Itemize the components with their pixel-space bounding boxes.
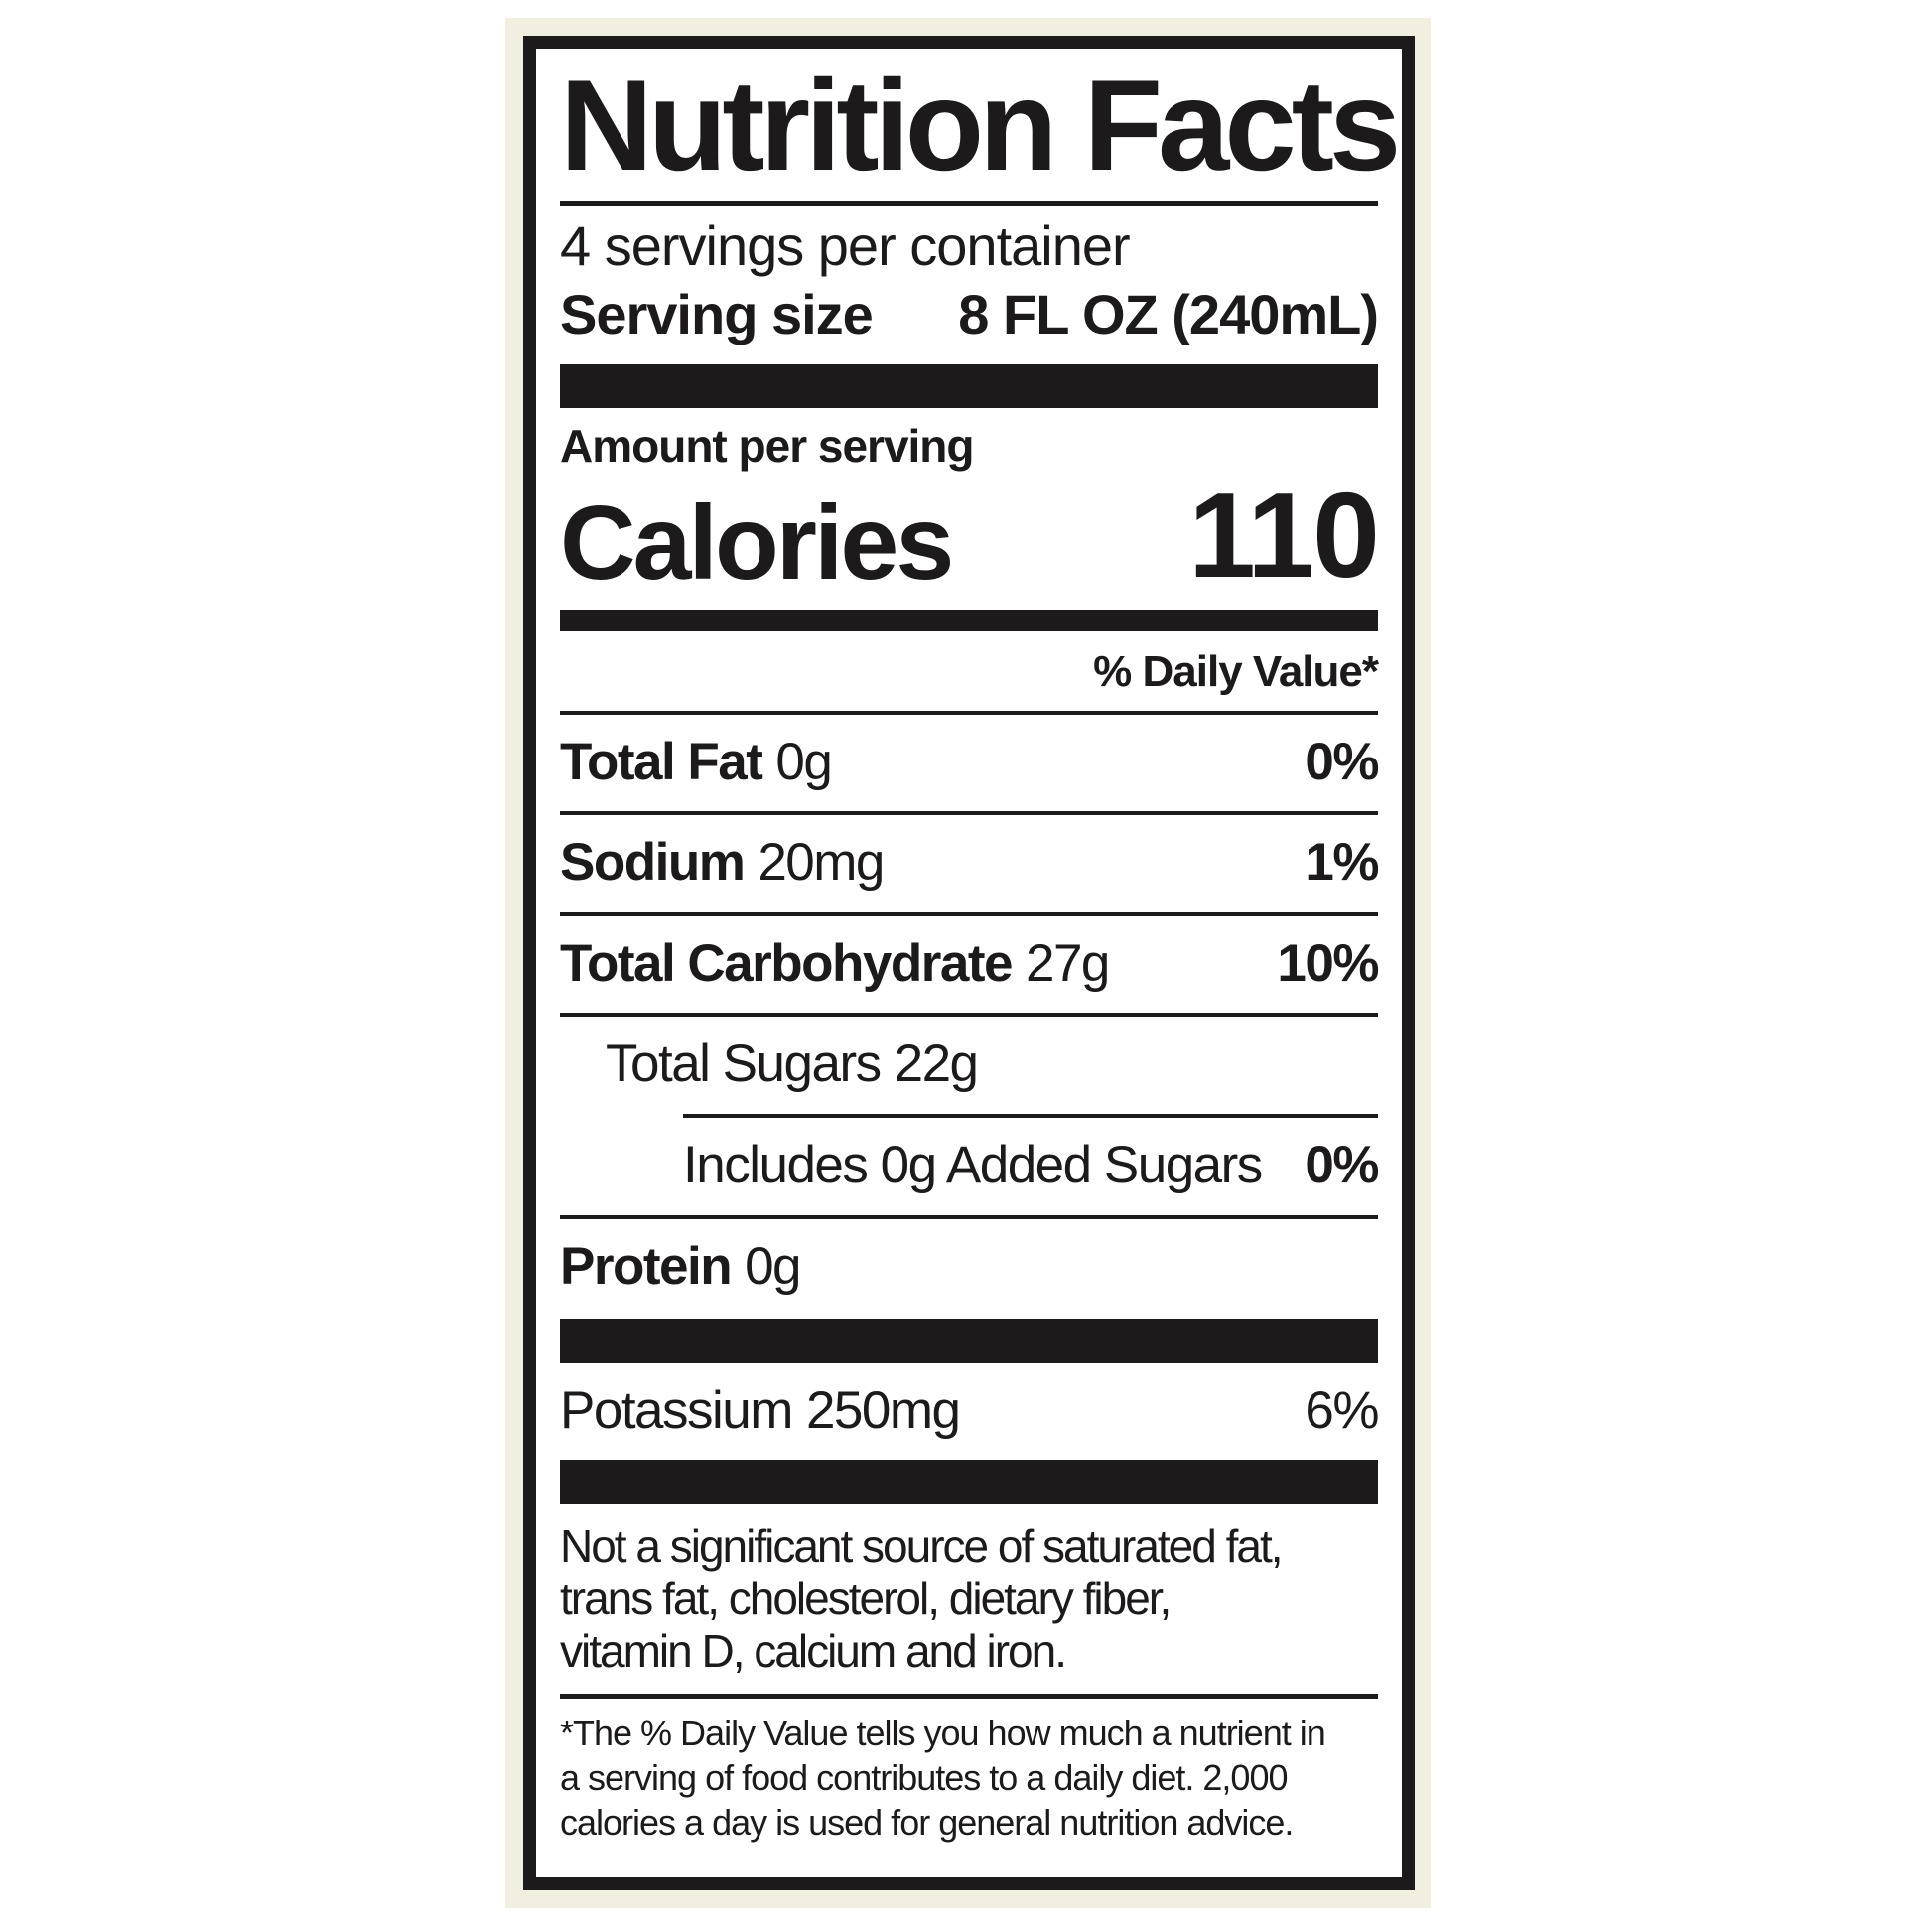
serving-size-label: Serving size bbox=[560, 282, 874, 345]
footnote-divider bbox=[560, 1693, 1378, 1699]
nutrient-row-added-sugars: Includes 0g Added Sugars 0% bbox=[560, 1118, 1379, 1215]
section-divider-thick bbox=[560, 363, 1378, 408]
nutrient-daily-value: 6% bbox=[1305, 1381, 1379, 1441]
nutrient-row-total-fat: Total Fat 0g 0% bbox=[560, 710, 1379, 812]
serving-size-value: 8 FL OZ (240mL) bbox=[958, 282, 1379, 345]
footnote-line: *The % Daily Value tells you how much a … bbox=[560, 1712, 1326, 1753]
nutrient-row-sodium: Sodium 20mg 1% bbox=[560, 811, 1379, 912]
nutrient-amount: 22g bbox=[894, 1035, 979, 1094]
nutrient-amount: 0g bbox=[775, 732, 832, 791]
not-significant-line: vitamin D, calcium and iron. bbox=[560, 1624, 1067, 1677]
calories-divider bbox=[560, 609, 1378, 631]
nutrient-row-total-sugars: Total Sugars 22g bbox=[560, 1013, 1378, 1114]
not-significant-line: Not a significant source of saturated fa… bbox=[560, 1520, 1284, 1572]
daily-value-footnote: *The % Daily Value tells you how much a … bbox=[560, 1699, 1378, 1846]
daily-value-header: % Daily Value* bbox=[1093, 646, 1379, 696]
serving-size-row: Serving size 8 FL OZ (240mL) bbox=[560, 282, 1379, 346]
not-significant-note: Not a significant source of saturated fa… bbox=[560, 1520, 1378, 1678]
nutrient-daily-value: 0% bbox=[1305, 732, 1379, 791]
calories-row: Calories 110 bbox=[560, 467, 1380, 603]
not-significant-line: trans fat, cholesterol, dietary fiber, bbox=[560, 1572, 1172, 1624]
nutrient-name: Sodium bbox=[560, 833, 746, 893]
nutrient-row-total-carbohydrate: Total Carbohydrate 27g 10% bbox=[560, 911, 1379, 1014]
nutrient-name: Total Carbohydrate bbox=[560, 933, 1013, 993]
servings-per-container: 4 servings per container bbox=[560, 214, 1131, 278]
label-title: Nutrition Facts bbox=[560, 53, 1401, 198]
calories-label: Calories bbox=[560, 483, 954, 602]
nutrient-name: Total Fat bbox=[560, 732, 763, 791]
nutrition-facts-label: Nutrition Facts 4 servings per container… bbox=[523, 36, 1415, 1890]
nutrient-name: Protein bbox=[560, 1236, 733, 1296]
nutrient-amount: 0g bbox=[745, 1236, 801, 1296]
title-divider bbox=[560, 201, 1378, 207]
nutrient-amount: 27g bbox=[1025, 933, 1110, 993]
calories-value: 110 bbox=[1188, 467, 1380, 603]
added-sugars-divider bbox=[683, 1114, 1378, 1119]
nutrient-daily-value: 1% bbox=[1305, 833, 1379, 893]
footnote-line: a serving of food contributes to a daily… bbox=[560, 1757, 1289, 1799]
amount-per-serving-label: Amount per serving bbox=[560, 419, 975, 472]
nutrient-row-potassium: Potassium 250mg 6% bbox=[560, 1363, 1379, 1460]
section-divider-thick bbox=[560, 1319, 1378, 1364]
nutrient-amount: 20mg bbox=[758, 833, 885, 893]
nutrient-daily-value: 0% bbox=[1305, 1136, 1379, 1195]
nutrient-name: Total Sugars bbox=[606, 1035, 882, 1094]
footnote-line: calories a day is used for general nutri… bbox=[560, 1802, 1294, 1844]
nutrient-daily-value: 10% bbox=[1277, 933, 1379, 993]
section-divider-thick bbox=[560, 1460, 1378, 1504]
nutrient-name: Potassium bbox=[560, 1381, 793, 1441]
nutrient-row-protein: Protein 0g bbox=[560, 1214, 1378, 1316]
nutrient-amount: 250mg bbox=[805, 1381, 961, 1441]
nutrient-name: Includes 0g Added Sugars bbox=[683, 1136, 1263, 1195]
